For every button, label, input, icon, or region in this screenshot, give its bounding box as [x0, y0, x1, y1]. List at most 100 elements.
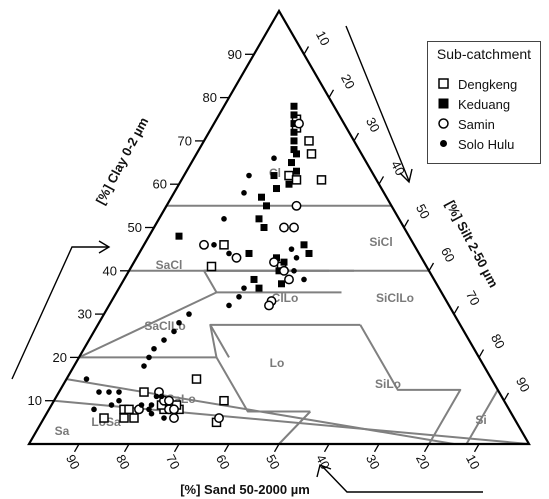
solo-hulu-point: [108, 402, 115, 408]
keduang-point: [175, 232, 183, 240]
clay-tick-label: 40: [103, 263, 117, 278]
dengkeng-point: [219, 395, 229, 406]
solo-hulu-point: [171, 328, 177, 335]
class-boundary: [465, 389, 499, 445]
dengkeng-point: [219, 240, 229, 250]
keduang-point: [290, 111, 298, 119]
solo-hulu-point: [226, 302, 232, 309]
keduang-point: [278, 280, 285, 288]
dengkeng-point: [304, 136, 314, 146]
sand-tick-label: 50: [263, 452, 283, 472]
sand-tick: [123, 443, 130, 453]
samin-point: [169, 404, 179, 415]
silt-tick-label: 40: [388, 158, 408, 178]
legend-label: Samin: [458, 116, 495, 132]
dengkeng-point: [129, 413, 139, 423]
legend-title: Sub-catchment: [436, 46, 532, 62]
legend-label: Solo Hulu: [458, 136, 515, 152]
solo-hulu-point: [91, 406, 97, 413]
texture-class-labels: Cl SiCl SaCl ClLo SiClLo SaClLo Lo SiLo …: [55, 166, 487, 438]
class-label-silo: SiLo: [375, 377, 401, 391]
silt-tick-label: 20: [338, 72, 358, 92]
solo-hulu-point: [271, 155, 277, 162]
silt-tick: [303, 46, 310, 55]
sand-tick-labels: 90 80 70 60 50 40 30 20 10: [63, 452, 483, 472]
dengkeng-point: [206, 261, 217, 272]
clay-direction-arrow: [11, 246, 108, 380]
solo-hulu-point: [288, 246, 295, 252]
sand-tick: [223, 443, 230, 453]
silt-direction-arrowhead: [399, 168, 413, 184]
solo-hulu-point: [236, 293, 242, 300]
solo-hulu-point: [241, 190, 247, 196]
class-boundary: [278, 410, 312, 445]
sand-tick-label: 60: [213, 452, 233, 472]
solo-hulu-point: [211, 242, 217, 248]
silt-tick: [328, 89, 335, 98]
solo-hulu-point: [161, 415, 167, 421]
solo-hulu-point: [148, 402, 155, 408]
silt-direction-arrow: [345, 25, 410, 182]
solo-hulu-point: [146, 406, 152, 413]
silt-tick-label: 50: [413, 201, 433, 221]
class-boundary: [359, 324, 462, 445]
samin-point: [264, 300, 274, 311]
class-label-lo: Lo: [270, 356, 285, 370]
silt-tick: [353, 132, 360, 142]
dengkeng-point: [124, 404, 134, 415]
keduang-point: [300, 241, 308, 249]
keduang-point: [305, 249, 313, 257]
clay-axis-title: [%] Clay 0-2 µm: [93, 115, 151, 207]
sand-tick: [473, 443, 480, 453]
class-boundary: [66, 378, 455, 445]
samin-point: [269, 257, 279, 268]
keduang-point: [288, 159, 295, 167]
keduang-point: [290, 146, 298, 154]
keduang-point: [285, 180, 293, 188]
keduang-point: [290, 128, 298, 136]
open-square-icon: [438, 76, 450, 92]
keduang-point: [270, 172, 278, 180]
legend-item-samin: Samin: [438, 116, 495, 132]
solo-hulu-point: [293, 255, 300, 261]
direction-arrows: [11, 25, 483, 493]
solo-hulu-point: [186, 311, 192, 317]
solo-hulu-point: [301, 276, 307, 283]
silt-tick: [453, 305, 460, 315]
solo-hulu-point: [226, 250, 232, 257]
silt-tick-label: 30: [363, 115, 383, 135]
keduang-point: [273, 185, 280, 193]
keduang-point: [290, 102, 298, 110]
silt-tick: [403, 219, 410, 228]
solo-hulu-point: [83, 376, 90, 382]
sand-tick-label: 30: [363, 452, 383, 472]
solo-hulu-point: [161, 337, 167, 343]
keduang-point: [280, 258, 288, 266]
class-label-sacl: SaCl: [156, 258, 183, 272]
sand-tick-label: 70: [163, 452, 183, 472]
solo-hulu-point: [246, 172, 252, 179]
solo-hulu-point: [176, 319, 182, 326]
clay-tick-labels: 10 20 30 40 50 60 70 80 90: [28, 47, 242, 408]
class-label-si: Si: [475, 413, 486, 427]
solo-hulu-point: [148, 410, 155, 417]
dengkeng-point: [291, 175, 302, 185]
solo-hulu-point: [241, 285, 247, 291]
dengkeng-point: [119, 413, 129, 423]
filled-square-icon: [438, 96, 450, 112]
class-boundary: [78, 291, 217, 359]
samin-point: [279, 265, 289, 276]
sand-tick: [73, 443, 80, 453]
solo-hulu-point: [141, 363, 147, 369]
clay-tick-label: 90: [228, 47, 242, 62]
samin-point: [214, 413, 224, 423]
sand-direction-arrow: [321, 465, 483, 493]
keduang-point: [258, 193, 265, 201]
sand-axis-title: [%] Sand 50-2000 µm: [180, 482, 310, 497]
solo-hulu-point: [138, 402, 145, 408]
silt-tick: [428, 262, 435, 272]
class-label-sicllo: SiClLo: [376, 291, 414, 305]
samin-point: [164, 395, 174, 406]
legend: Sub-catchment Dengkeng Keduang Samin Sol…: [427, 41, 541, 164]
